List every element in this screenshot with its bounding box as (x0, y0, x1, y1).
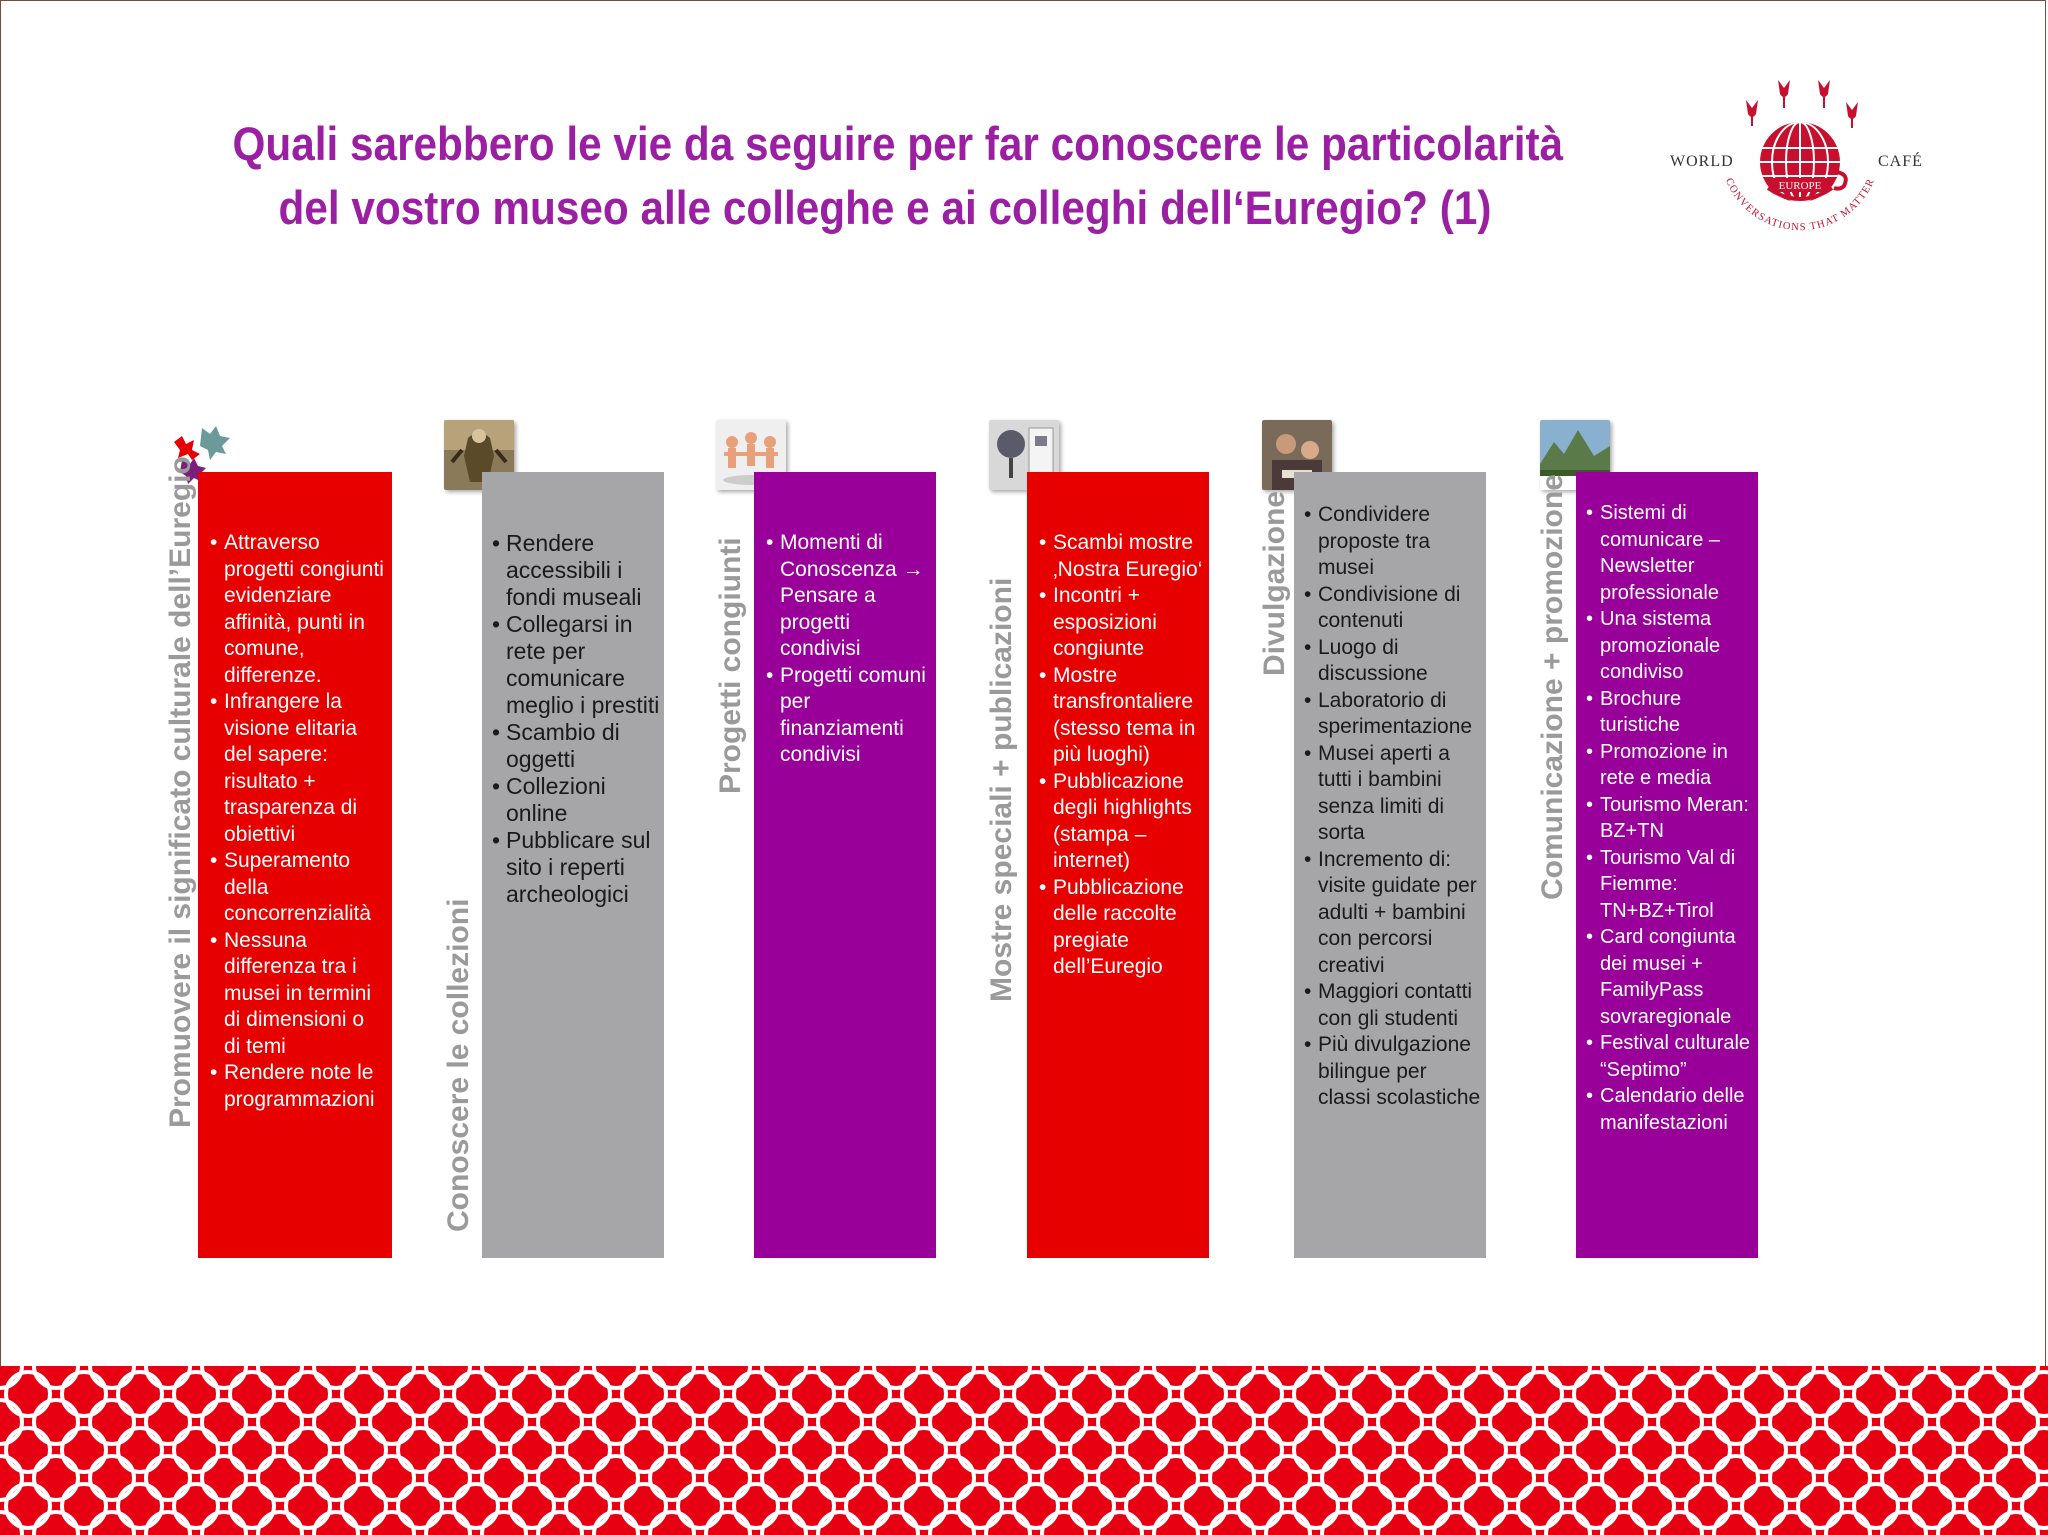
list-item: Rendere note le programmazioni (210, 1060, 386, 1113)
column-label: Progetti congiunti (714, 537, 747, 794)
list-item: Card congiunta dei musei + FamilyPass so… (1586, 924, 1754, 1030)
list-item: Scambio di oggetti (492, 719, 660, 773)
column-comunicazione: Comunicazione + promozione Sistemi di co… (1526, 420, 1766, 1258)
list-item: Brochure turistiche (1586, 686, 1754, 739)
list-item: Nessuna differenza tra i musei in termin… (210, 928, 386, 1061)
list-item: Infrangere la visione elitaria del saper… (210, 689, 386, 848)
logo-left-word: WORLD (1670, 153, 1734, 170)
slide-title: Quali sarebbero le vie da seguire per fa… (232, 112, 1564, 240)
list-item: Collezioni online (492, 773, 660, 827)
list-item: Rendere accessibili i fondi museali (492, 530, 660, 611)
item-list: Rendere accessibili i fondi museali Coll… (492, 530, 660, 908)
list-item: Musei aperti a tutti i bambini senza lim… (1304, 741, 1482, 847)
logo-right-word: CAFÉ (1878, 151, 1923, 170)
list-item: Incontri + esposizioni congiunte (1039, 583, 1203, 663)
item-list: Scambi mostre ‚Nostra Euregio‘ Incontri … (1039, 530, 1203, 981)
column-label: Promuovere il significato culturale dell… (164, 456, 197, 1128)
list-item: Pubblicazione delle raccolte pregiate de… (1039, 875, 1203, 981)
list-item: Scambi mostre ‚Nostra Euregio‘ (1039, 530, 1203, 583)
column-panel: Momenti di Conoscenza → Pensare a proget… (754, 472, 936, 1258)
item-list: Momenti di Conoscenza → Pensare a proget… (766, 530, 930, 769)
decorative-pattern-band (0, 1366, 2048, 1535)
list-item: Incremento di: visite guidate per adulti… (1304, 847, 1482, 980)
column-label: Conoscere le collezioni (442, 898, 475, 1232)
column-divulgazione: Divulgazione Condividere proposte tra mu… (1246, 420, 1486, 1258)
list-item: Progetti comuni per finanziamenti condiv… (766, 663, 930, 769)
column-label: Mostre speciali + publicazioni (985, 577, 1018, 1002)
list-item: Momenti di Conoscenza → Pensare a proget… (766, 530, 930, 663)
exhibition-globe-icon (989, 420, 1059, 490)
column-mostre: Mostre speciali + publicazioni Scambi mo… (975, 420, 1215, 1258)
list-item: Promozione in rete e media (1586, 739, 1754, 792)
column-panel: Sistemi di comunicare – Newsletter profe… (1576, 472, 1758, 1258)
list-item: Condivisione di contenuti (1304, 582, 1482, 635)
list-item: Pubblicare sul sito i reperti archeologi… (492, 827, 660, 908)
list-item: Più divulgazione bilingue per classi sco… (1304, 1032, 1482, 1112)
column-panel: Condividere proposte tra musei Condivisi… (1294, 472, 1486, 1258)
column-panel: Rendere accessibili i fondi museali Coll… (482, 472, 664, 1258)
list-item: Condividere proposte tra musei (1304, 502, 1482, 582)
item-list: Condividere proposte tra musei Condivisi… (1304, 502, 1482, 1112)
column-panel: Scambi mostre ‚Nostra Euregio‘ Incontri … (1027, 472, 1209, 1258)
column-panel: Attraverso progetti congiunti evidenziar… (198, 472, 392, 1258)
title-line-2: del vostro museo alle colleghe e ai coll… (278, 181, 1492, 234)
list-item: Festival culturale “Septimo” (1586, 1030, 1754, 1083)
column-promuovere: Promuovere il significato culturale dell… (150, 420, 400, 1258)
list-item: Luogo di discussione (1304, 635, 1482, 688)
list-item: Mostre transfrontaliere (stesso tema in … (1039, 663, 1203, 769)
list-item: Pubblicazione degli highlights (stampa –… (1039, 769, 1203, 875)
list-item: Attraverso progetti congiunti evidenziar… (210, 530, 386, 689)
world-cafe-europe-logo: EUROPE WORLD CAFÉ CONVERSATIONS THAT MAT… (1670, 80, 1923, 233)
tulip-icons (1746, 80, 1858, 128)
column-label: Divulgazione (1258, 490, 1291, 676)
title-line-1: Quali sarebbero le vie da seguire per fa… (232, 117, 1564, 170)
list-item: Maggiori contatti con gli studenti (1304, 979, 1482, 1032)
list-item: Collegarsi in rete per comunicare meglio… (492, 611, 660, 719)
list-item: Laboratorio di sperimentazione (1304, 688, 1482, 741)
list-item: Tourismo Meran: BZ+TN (1586, 792, 1754, 845)
logo-center-word: EUROPE (1779, 180, 1822, 192)
list-item: Superamento della concorrenzialità (210, 848, 386, 928)
list-item: Una sistema promozionale condiviso (1586, 606, 1754, 686)
list-item: Sistemi di comunicare – Newsletter profe… (1586, 500, 1754, 606)
item-list: Attraverso progetti congiunti evidenziar… (210, 530, 386, 1113)
column-progetti: Progetti congiunti Momenti di Conoscenza… (702, 420, 942, 1258)
list-item: Tourismo Val di Fiemme: TN+BZ+Tirol (1586, 845, 1754, 925)
column-label: Comunicazione + promozione (1536, 474, 1569, 900)
list-item: Calendario delle manifestazioni (1586, 1083, 1754, 1136)
column-conoscere: Conoscere le collezioni Rendere accessib… (430, 420, 670, 1258)
item-list: Sistemi di comunicare – Newsletter profe… (1586, 500, 1754, 1136)
